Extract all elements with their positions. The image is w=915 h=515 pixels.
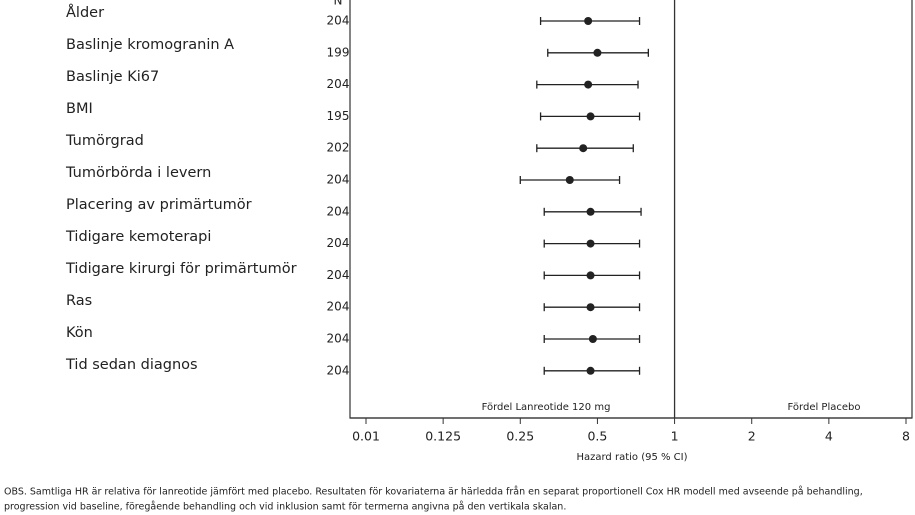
row-label: Tidigare kemoterapi bbox=[65, 229, 211, 245]
hr-point bbox=[579, 144, 588, 153]
n-value: 204 bbox=[327, 300, 350, 314]
hr-point bbox=[586, 207, 595, 216]
annotation: Fördel Placebo bbox=[788, 402, 861, 413]
row-label: Placering av primärtumör bbox=[66, 197, 252, 213]
hr-point bbox=[565, 176, 574, 184]
footnote: progression vid baseline, föregående beh… bbox=[4, 502, 566, 513]
row-label: Tid sedan diagnos bbox=[65, 357, 198, 373]
n-value: 204 bbox=[327, 14, 350, 28]
hr-point bbox=[584, 17, 593, 25]
n-value: 199 bbox=[327, 45, 350, 59]
n-value: 202 bbox=[327, 141, 350, 155]
row-label: Tumörbörda i levern bbox=[65, 165, 211, 181]
x-tick-label: 1 bbox=[671, 429, 679, 444]
n-value: 204 bbox=[327, 363, 350, 377]
row-label: BMI bbox=[66, 101, 93, 117]
hr-point bbox=[586, 112, 595, 121]
x-tick-label: 0.5 bbox=[587, 429, 607, 444]
n-value: 204 bbox=[327, 268, 350, 282]
n-value: 204 bbox=[327, 204, 350, 218]
hr-point bbox=[586, 271, 595, 280]
x-tick-label: 0.125 bbox=[425, 429, 461, 444]
x-tick-label: 0.25 bbox=[506, 429, 534, 444]
hr-point bbox=[586, 366, 595, 375]
footnote: OBS. Samtliga HR är relativa för lanreot… bbox=[4, 487, 863, 498]
hr-point bbox=[586, 303, 595, 312]
plot-frame bbox=[349, 0, 913, 419]
row-label: Kön bbox=[66, 325, 93, 341]
row-label: Baslinje Ki67 bbox=[66, 69, 159, 85]
x-tick-label: 8 bbox=[902, 429, 910, 444]
n-value: 204 bbox=[327, 236, 350, 250]
x-tick-label: 0.01 bbox=[352, 429, 380, 444]
row-label: Ras bbox=[66, 293, 92, 309]
hr-point bbox=[588, 335, 597, 343]
hr-point bbox=[584, 80, 593, 89]
annotation: Fördel Lanreotide 120 mg bbox=[482, 402, 611, 413]
n-value: 204 bbox=[327, 77, 350, 91]
row-label: Baslinje kromogranin A bbox=[66, 37, 234, 53]
hr-point bbox=[586, 239, 595, 248]
row-label: Tumörgrad bbox=[65, 133, 144, 149]
x-axis-label: Hazard ratio (95 % CI) bbox=[576, 452, 687, 463]
row-label: Ålder bbox=[66, 4, 104, 21]
x-tick-label: 2 bbox=[748, 429, 756, 444]
n-value: 195 bbox=[327, 109, 350, 123]
n-value: 204 bbox=[327, 173, 350, 187]
n-value: 204 bbox=[327, 332, 350, 346]
x-tick-label: 4 bbox=[825, 429, 833, 444]
n-header: N bbox=[334, 0, 343, 8]
row-label: Tidigare kirurgi för primärtumör bbox=[65, 261, 297, 277]
hr-point bbox=[593, 48, 602, 57]
